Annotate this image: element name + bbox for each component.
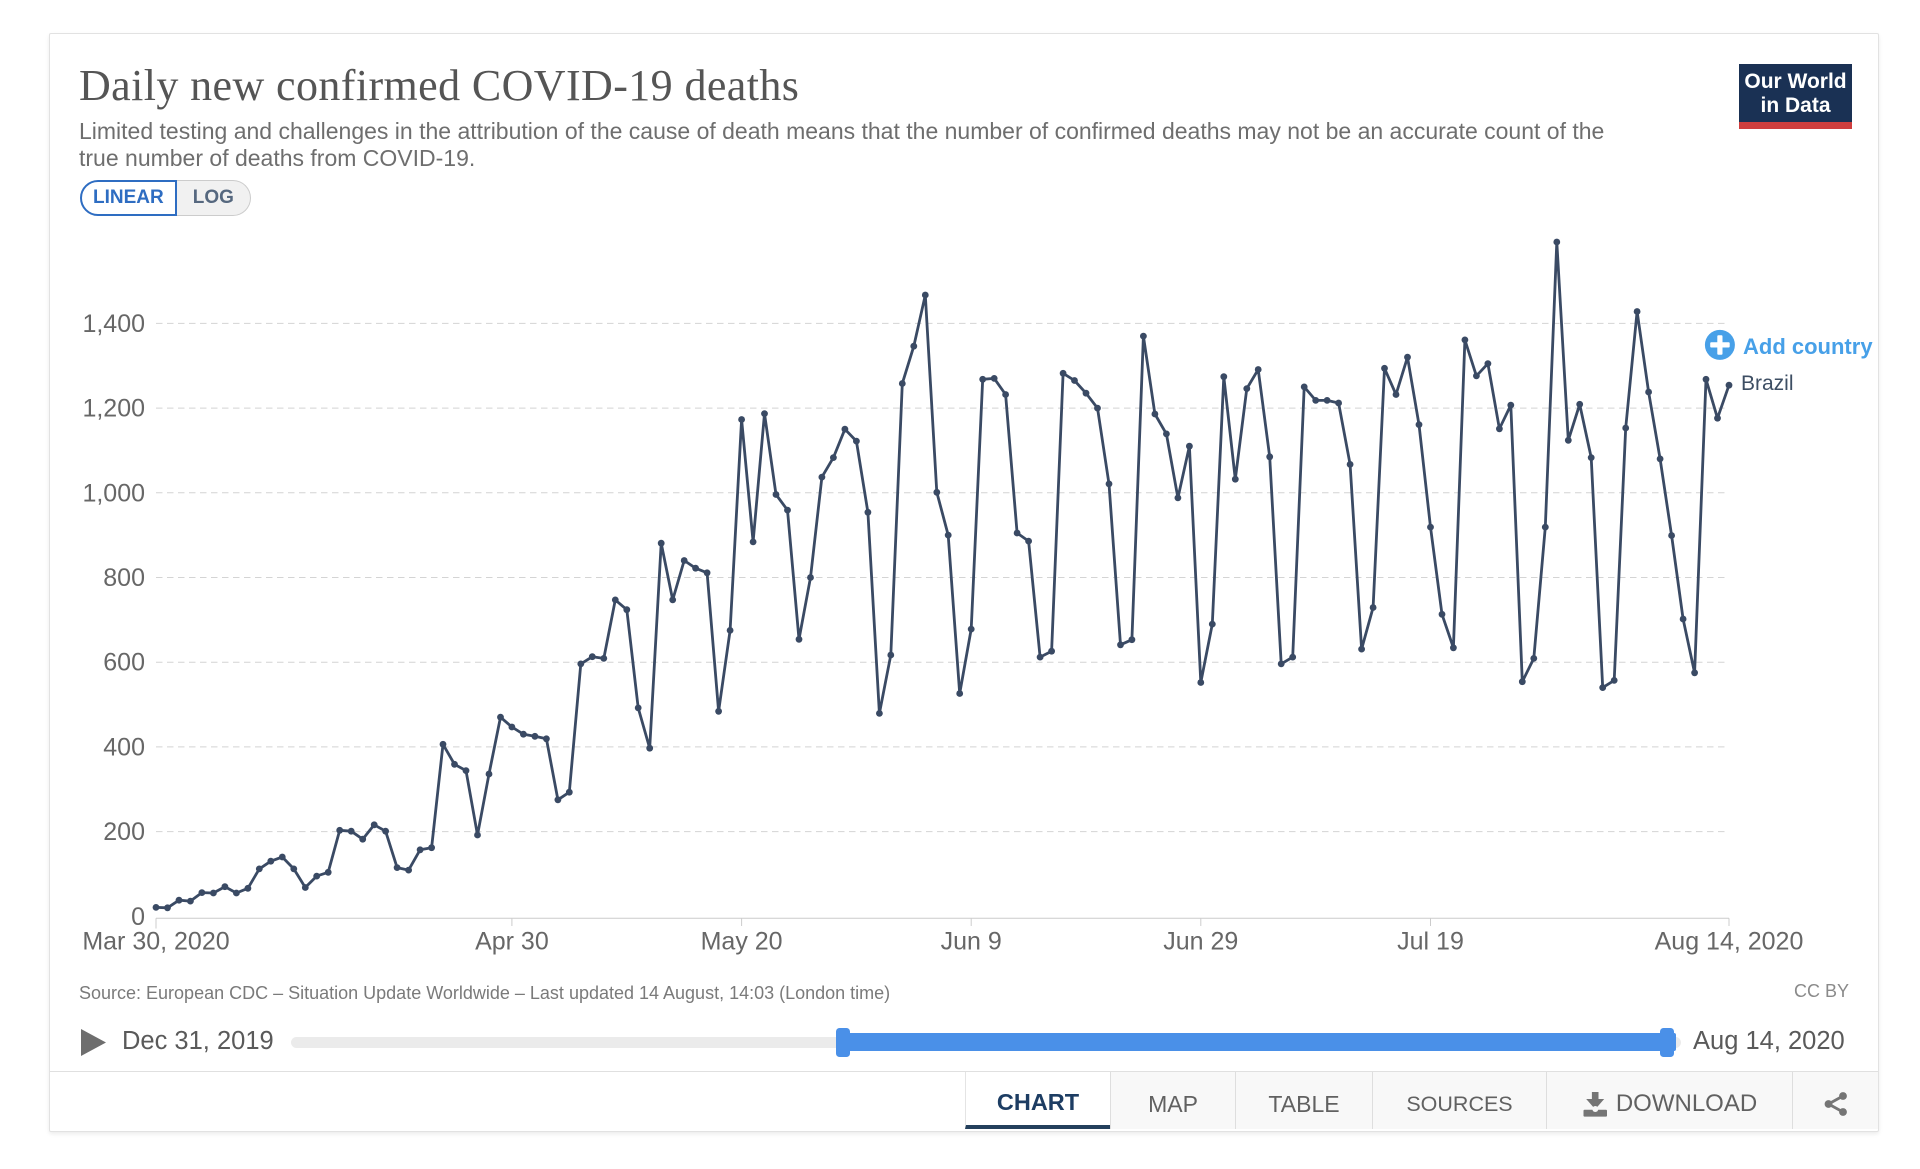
- svg-text:Aug 14, 2020: Aug 14, 2020: [1655, 928, 1804, 956]
- svg-text:0: 0: [131, 903, 145, 931]
- svg-text:800: 800: [103, 564, 145, 592]
- svg-text:400: 400: [103, 733, 145, 761]
- svg-text:600: 600: [103, 649, 145, 677]
- svg-text:Apr 30: Apr 30: [475, 928, 549, 956]
- svg-text:1,200: 1,200: [82, 395, 145, 423]
- svg-text:Add country: Add country: [1743, 334, 1873, 359]
- svg-text:1,000: 1,000: [82, 479, 145, 507]
- svg-text:Jul 19: Jul 19: [1397, 928, 1464, 956]
- svg-text:Jun 29: Jun 29: [1163, 928, 1238, 956]
- svg-text:200: 200: [103, 818, 145, 846]
- svg-text:1,400: 1,400: [82, 310, 145, 338]
- svg-text:May 20: May 20: [701, 928, 783, 956]
- svg-text:Jun 9: Jun 9: [941, 928, 1002, 956]
- svg-text:Mar 30, 2020: Mar 30, 2020: [82, 928, 229, 956]
- svg-text:Brazil: Brazil: [1741, 372, 1794, 395]
